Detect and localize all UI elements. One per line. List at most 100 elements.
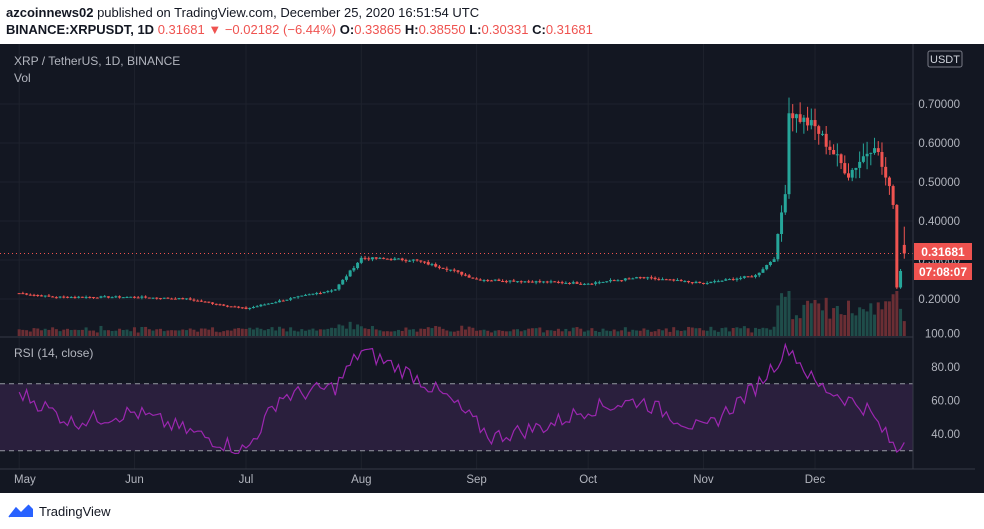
candle-body [196, 300, 200, 302]
symbol[interactable]: BINANCE:XRPUSDT, 1D [6, 22, 155, 37]
candle-body [292, 297, 296, 299]
candle-body [687, 281, 691, 283]
volume-bar [735, 327, 739, 336]
candle-body [158, 298, 162, 300]
volume-bar [378, 330, 382, 336]
volume-bar [359, 326, 363, 336]
candle-body [99, 296, 103, 298]
volume-bar [393, 331, 397, 336]
volume-bar [456, 330, 460, 336]
candle-body [51, 296, 55, 298]
rsi-line [18, 342, 905, 455]
candle-body [233, 306, 237, 308]
time-tick-label: Oct [579, 474, 598, 486]
candle-body [887, 177, 891, 187]
candle-body [263, 304, 267, 306]
candle-body [400, 258, 404, 261]
candle-body [653, 277, 657, 280]
candle-body [601, 281, 605, 283]
candle-body [58, 296, 62, 298]
candle-body [590, 283, 594, 285]
candle-body [538, 281, 542, 283]
volume-bar [846, 300, 850, 336]
volume-bar [608, 331, 612, 336]
volume-bar [594, 330, 598, 336]
candle-body [776, 233, 780, 260]
volume-bar [828, 318, 832, 336]
volume-bar [311, 328, 315, 336]
volume-bar [62, 329, 66, 336]
volume-bar [891, 294, 895, 336]
candle-body [586, 283, 590, 285]
candle-body [181, 298, 185, 300]
candle-body [791, 113, 795, 119]
candle-body [170, 298, 174, 300]
price-tick-label: 0.50000 [918, 177, 960, 189]
volume-bar [341, 325, 345, 336]
currency-badge[interactable]: USDT [927, 50, 963, 68]
candle-body [341, 279, 345, 285]
volume-bar [798, 318, 802, 336]
candle-body [255, 306, 259, 308]
candle-body [646, 277, 650, 279]
volume-bar [266, 328, 270, 336]
candle-body [434, 264, 438, 267]
candle-body [530, 281, 534, 283]
volume-bar [657, 329, 661, 336]
volume-bar [653, 331, 657, 336]
candle-body [809, 120, 813, 126]
candle-body [649, 277, 653, 279]
countdown-badge: 07:08:07 [914, 263, 972, 280]
volume-bar [419, 328, 423, 336]
volume-bar [322, 329, 326, 336]
rsi-band [0, 383, 913, 451]
candle-body [315, 293, 319, 295]
volume-bar [880, 309, 884, 336]
chart-area[interactable]: 0.200000.300000.400000.500000.600000.700… [0, 44, 984, 493]
candle-body [672, 279, 676, 281]
candle-body [352, 268, 356, 271]
volume-bar [95, 332, 99, 336]
volume-bar [192, 329, 196, 336]
candle-body [854, 167, 858, 170]
volume-bar [28, 331, 32, 336]
footer[interactable]: TradingView [8, 502, 111, 520]
rsi-label: RSI (14, close) [14, 346, 93, 360]
volume-bar [519, 331, 523, 336]
volume-bar [605, 330, 609, 336]
candle-body [114, 296, 118, 298]
candle-body [478, 279, 482, 281]
time-tick-label: Sep [466, 474, 486, 486]
volume-bar [263, 330, 267, 336]
candle-body [370, 257, 374, 260]
candle-body [147, 297, 151, 299]
volume-bar [132, 327, 136, 336]
volume-bar [330, 327, 334, 336]
volume-bar [222, 331, 226, 336]
candle-body [802, 117, 806, 122]
candle-body [430, 264, 434, 266]
candle-body [754, 275, 758, 277]
volume-bar [739, 328, 743, 336]
volume-bar [277, 326, 281, 336]
candle-body [846, 173, 850, 178]
volume-bar [333, 328, 337, 336]
volume-bar [757, 328, 761, 336]
volume-bar [612, 329, 616, 336]
candle-body [344, 276, 348, 280]
candle-body [787, 113, 791, 195]
volume-bar [99, 325, 103, 336]
volume-bar [768, 329, 772, 336]
candle-body [318, 293, 322, 295]
candle-body [404, 260, 408, 262]
volume-bar [783, 296, 787, 336]
volume-bar [244, 328, 248, 336]
publisher-name[interactable]: azcoinnews02 [6, 5, 94, 20]
volume-bar [452, 331, 456, 336]
volume-bar [568, 331, 572, 336]
candle-body [471, 277, 475, 279]
candle-body [411, 259, 415, 261]
candle-body [452, 269, 456, 271]
volume-bar [884, 301, 888, 336]
volume-bar [642, 328, 646, 336]
